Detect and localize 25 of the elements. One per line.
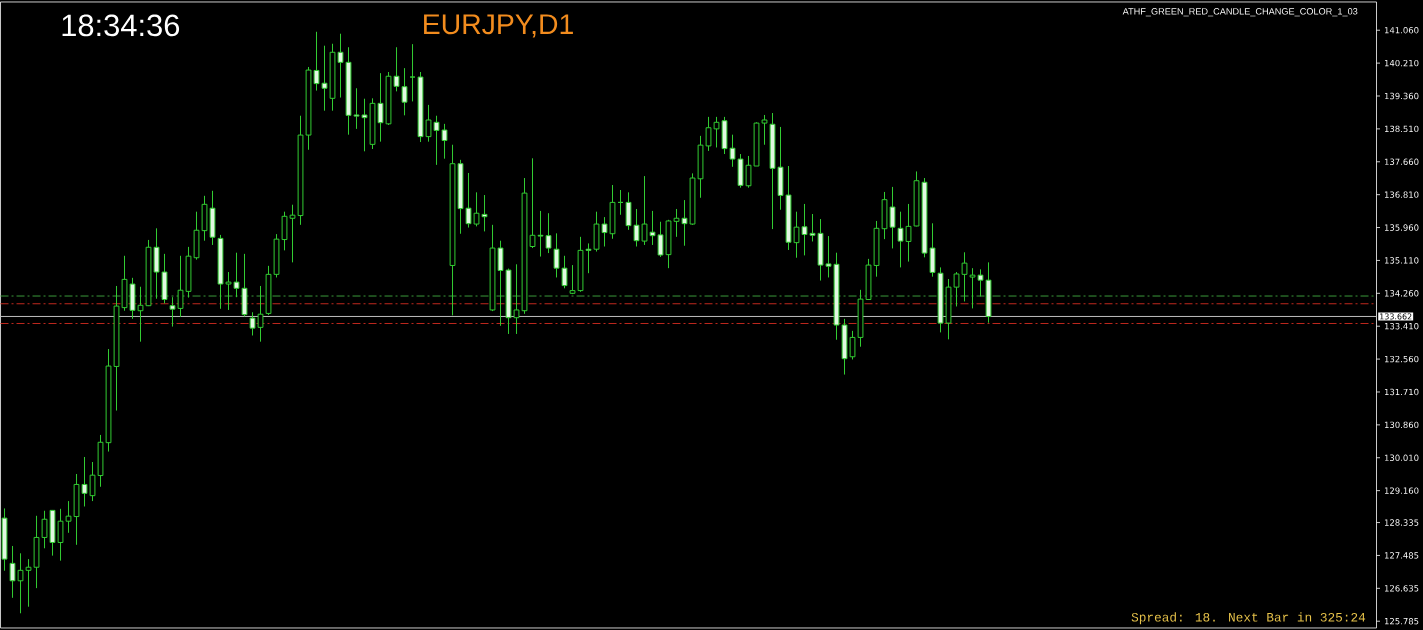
candlestick [409,43,416,102]
annotation: ATHF_GREEN_RED_CANDLE_CHANGE_COLOR_1_03 [1122,8,1358,17]
y-tick-label: 136.810 [1384,191,1419,198]
y-tick-label: 132.560 [1384,355,1419,363]
y-tick-label: 139.360 [1384,92,1419,100]
annotation: 18:34:36 [62,14,180,37]
candlestick [1,507,8,572]
y-tick-label: 133.410 [1384,323,1419,330]
y-tick-label: 129.160 [1384,487,1419,494]
y-tick-label: 140.210 [1384,59,1419,67]
y-tick-label: 127.485 [1384,552,1419,559]
annotation: Spread: 18. Next Bar in 325:24 [1131,612,1366,625]
y-tick-label: 135.110 [1384,257,1419,264]
y-tick-label: 131.710 [1384,388,1419,396]
y-tick-label: 134.260 [1384,290,1419,297]
y-tick-label: 137.660 [1384,158,1419,165]
y-tick-label: 128.335 [1384,519,1419,526]
y-tick-label: 130.860 [1384,421,1419,429]
y-tick-label: 126.635 [1384,585,1419,592]
chart-title: EURJPY,D1 [424,14,573,38]
y-tick-label: 138.510 [1384,125,1419,133]
y-tick-label: 130.010 [1384,454,1419,461]
y-tick-label: 135.960 [1384,224,1419,231]
y-tick-label: 141.060 [1384,27,1419,34]
y-tick-label: 125.785 [1384,618,1419,625]
